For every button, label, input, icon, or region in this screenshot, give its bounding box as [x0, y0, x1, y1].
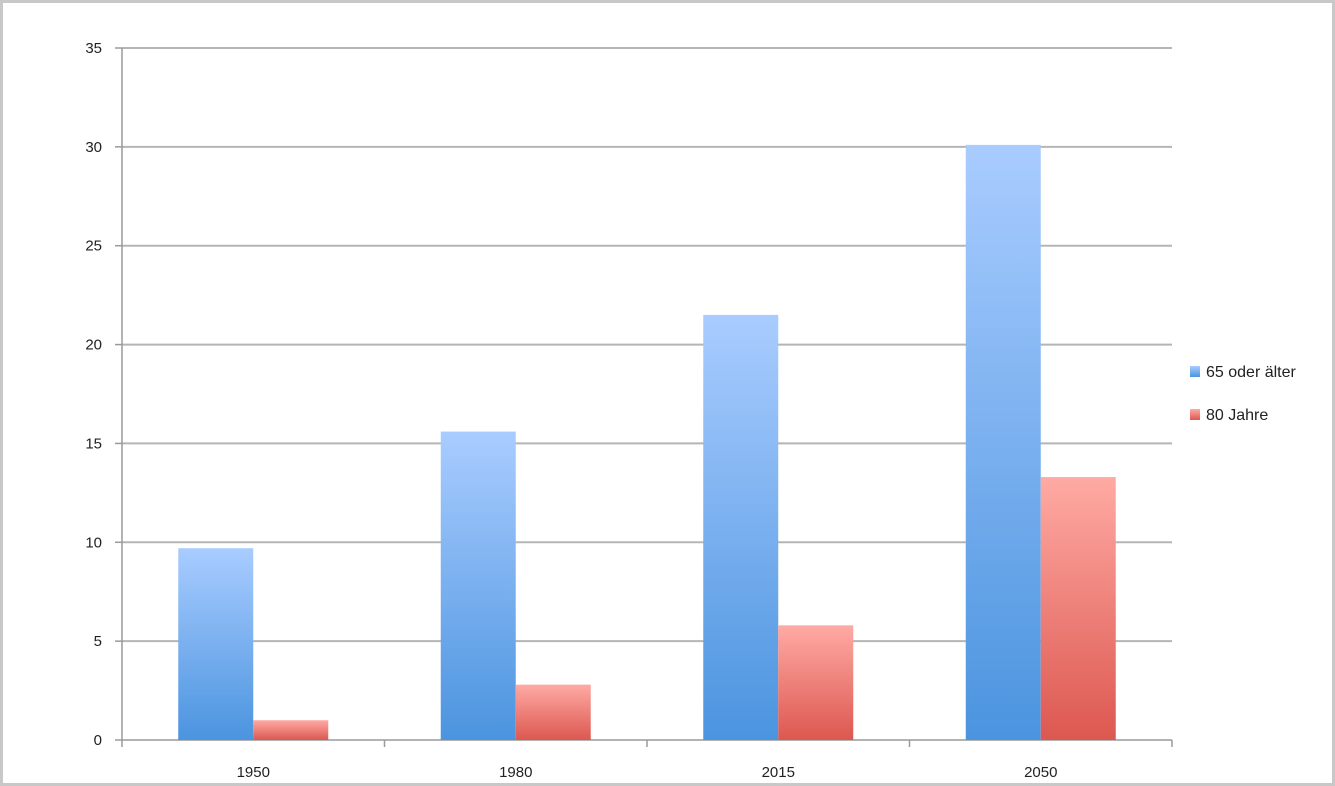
x-tick-label: 1950	[237, 764, 270, 781]
bar-series-1-1980	[440, 431, 516, 740]
x-tick-label: 2050	[1024, 764, 1057, 781]
legend-label: 80 Jahre	[1206, 407, 1268, 424]
bar-series-2-1980	[515, 684, 591, 740]
legend: 65 oder älter 80 Jahre	[1190, 364, 1297, 424]
y-tick-label: 35	[85, 40, 102, 57]
y-tick-label: 25	[85, 238, 102, 255]
legend-swatch	[1190, 409, 1200, 420]
bars	[178, 144, 1116, 740]
y-tick-label: 0	[94, 732, 102, 749]
bar-series-1-2015	[703, 314, 779, 740]
legend-label: 65 oder älter	[1206, 364, 1297, 381]
y-tick-label: 30	[85, 139, 102, 156]
y-tick-label: 5	[94, 633, 102, 650]
y-tick-labels: 0 5 10 15 20 25 30 35	[85, 40, 102, 749]
bar-series-2-2015	[778, 625, 854, 740]
y-tick-label: 10	[85, 534, 102, 551]
x-tick-label: 1980	[499, 764, 532, 781]
y-tick-label: 15	[85, 435, 102, 452]
x-tick-labels: 1950 1980 2015 2050	[237, 764, 1058, 781]
legend-swatch	[1190, 366, 1200, 377]
y-tick-label: 20	[85, 337, 102, 354]
x-tick-label: 2015	[762, 764, 795, 781]
bar-series-1-2050	[965, 144, 1041, 740]
bar-series-1-1950	[178, 548, 254, 740]
bar-series-2-1950	[253, 720, 329, 740]
bar-series-2-2050	[1040, 477, 1116, 740]
